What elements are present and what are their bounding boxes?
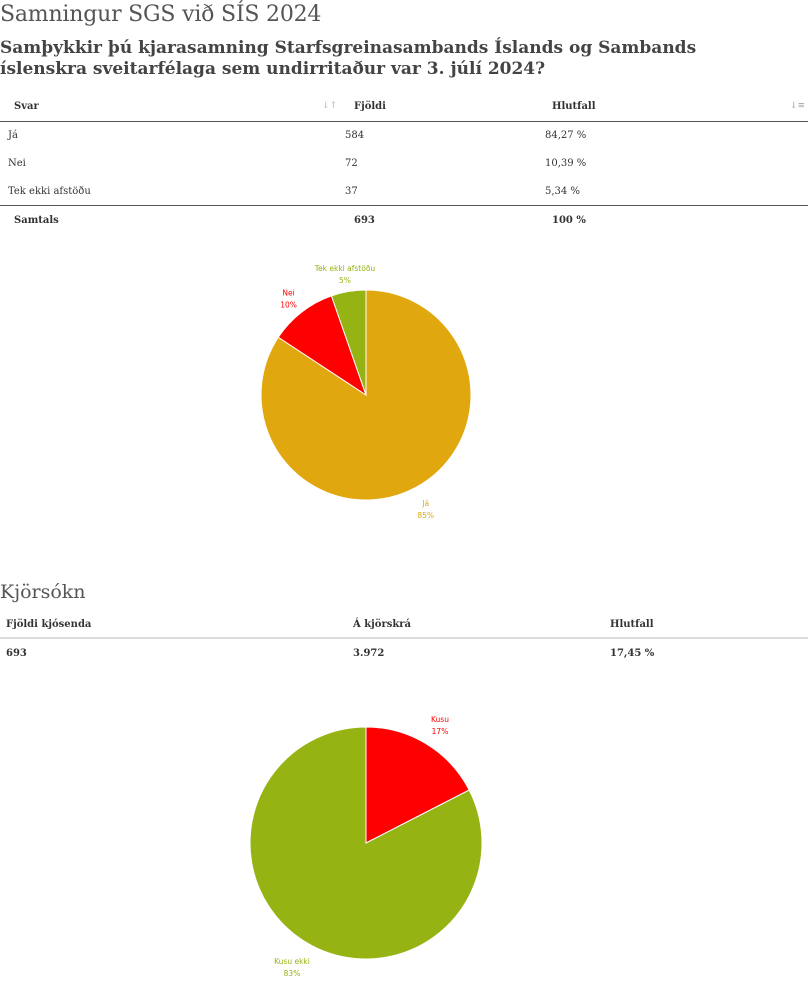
turnout-percent-cell: 17,45 % bbox=[610, 648, 655, 659]
answer-cell: Tek ekki afstöðu bbox=[8, 185, 91, 197]
table-row: 693 3.972 17,45 % bbox=[0, 638, 808, 668]
pie-slice[interactable] bbox=[277, 295, 367, 397]
pie-slice-percent: 10% bbox=[280, 301, 297, 310]
pie-slice[interactable] bbox=[330, 289, 367, 396]
percent-cell: 10,39 % bbox=[545, 158, 587, 169]
column-header-voters[interactable]: Fjöldi kjósenda bbox=[6, 618, 92, 630]
pie-slice[interactable] bbox=[249, 726, 483, 960]
pie-slice[interactable] bbox=[365, 726, 470, 844]
total-percent: 100 % bbox=[552, 215, 586, 227]
pie-slice-label: Kusu bbox=[431, 715, 449, 724]
column-header-percent[interactable]: Hlutfall ↓≡ bbox=[543, 92, 808, 122]
results-table: Svar ↓↑ Fjöldi Hlutfall ↓≡ Já 584 84,27 … bbox=[0, 92, 808, 236]
pie-slice-label: Kusu ekki bbox=[274, 957, 310, 966]
total-label: Samtals bbox=[14, 215, 59, 227]
pie-slice-percent: 5% bbox=[339, 276, 351, 285]
column-header-answer[interactable]: Svar ↓↑ bbox=[0, 92, 345, 122]
count-cell: 37 bbox=[345, 185, 358, 197]
column-header-label: Svar bbox=[14, 101, 39, 112]
count-cell: 72 bbox=[345, 158, 358, 169]
turnout-header-row: Fjöldi kjósenda Á kjörskrá Hlutfall bbox=[0, 611, 808, 638]
poll-question: Samþykkir þú kjarasamning Starfsgreinasa… bbox=[0, 38, 697, 79]
pie-slice-percent: 17% bbox=[432, 727, 449, 736]
pie-slice-percent: 85% bbox=[417, 511, 434, 520]
page-title: Samningur SGS við SÍS 2024 bbox=[0, 2, 322, 27]
turnout-title: Kjörsókn bbox=[0, 581, 86, 603]
total-count: 693 bbox=[354, 215, 375, 227]
pie-slice-label: Tek ekki afstöðu bbox=[314, 264, 376, 273]
answer-cell: Já bbox=[8, 130, 18, 142]
results-pie-chart: Já 85% Nei 10% Tek ekki afstöðu 5% bbox=[260, 264, 472, 520]
pie-slice-label: Já bbox=[421, 499, 429, 508]
pie-slice-percent: 83% bbox=[284, 969, 301, 978]
total-row: Samtals 693 100 % bbox=[0, 205, 808, 236]
table-row: Nei 72 10,39 % bbox=[0, 150, 808, 178]
pie-slice-label: Nei bbox=[282, 289, 294, 298]
column-header-label: Hlutfall bbox=[552, 101, 596, 112]
column-header-registered[interactable]: Á kjörskrá bbox=[353, 618, 412, 630]
sort-icon[interactable]: ↓↑ bbox=[322, 101, 338, 111]
percent-cell: 84,27 % bbox=[545, 130, 587, 142]
voters-cell: 693 bbox=[6, 648, 27, 659]
column-header-count[interactable]: Fjöldi bbox=[345, 92, 543, 122]
count-cell: 584 bbox=[345, 130, 365, 142]
table-row: Já 584 84,27 % bbox=[0, 122, 808, 150]
table-row: Tek ekki afstöðu 37 5,34 % bbox=[0, 178, 808, 206]
percent-cell: 5,34 % bbox=[545, 185, 580, 197]
column-header-label: Fjöldi bbox=[354, 101, 386, 112]
turnout-pie-chart: Kusu 17% Kusu ekki 83% bbox=[249, 715, 483, 978]
turnout-table: Fjöldi kjósenda Á kjörskrá Hlutfall 693 … bbox=[0, 611, 808, 668]
column-header-turnout-percent[interactable]: Hlutfall bbox=[610, 618, 654, 630]
results-header-row: Svar ↓↑ Fjöldi Hlutfall ↓≡ bbox=[0, 92, 808, 122]
registered-cell: 3.972 bbox=[353, 648, 385, 659]
answer-cell: Nei bbox=[8, 158, 26, 169]
sort-descending-icon[interactable]: ↓≡ bbox=[790, 101, 806, 111]
